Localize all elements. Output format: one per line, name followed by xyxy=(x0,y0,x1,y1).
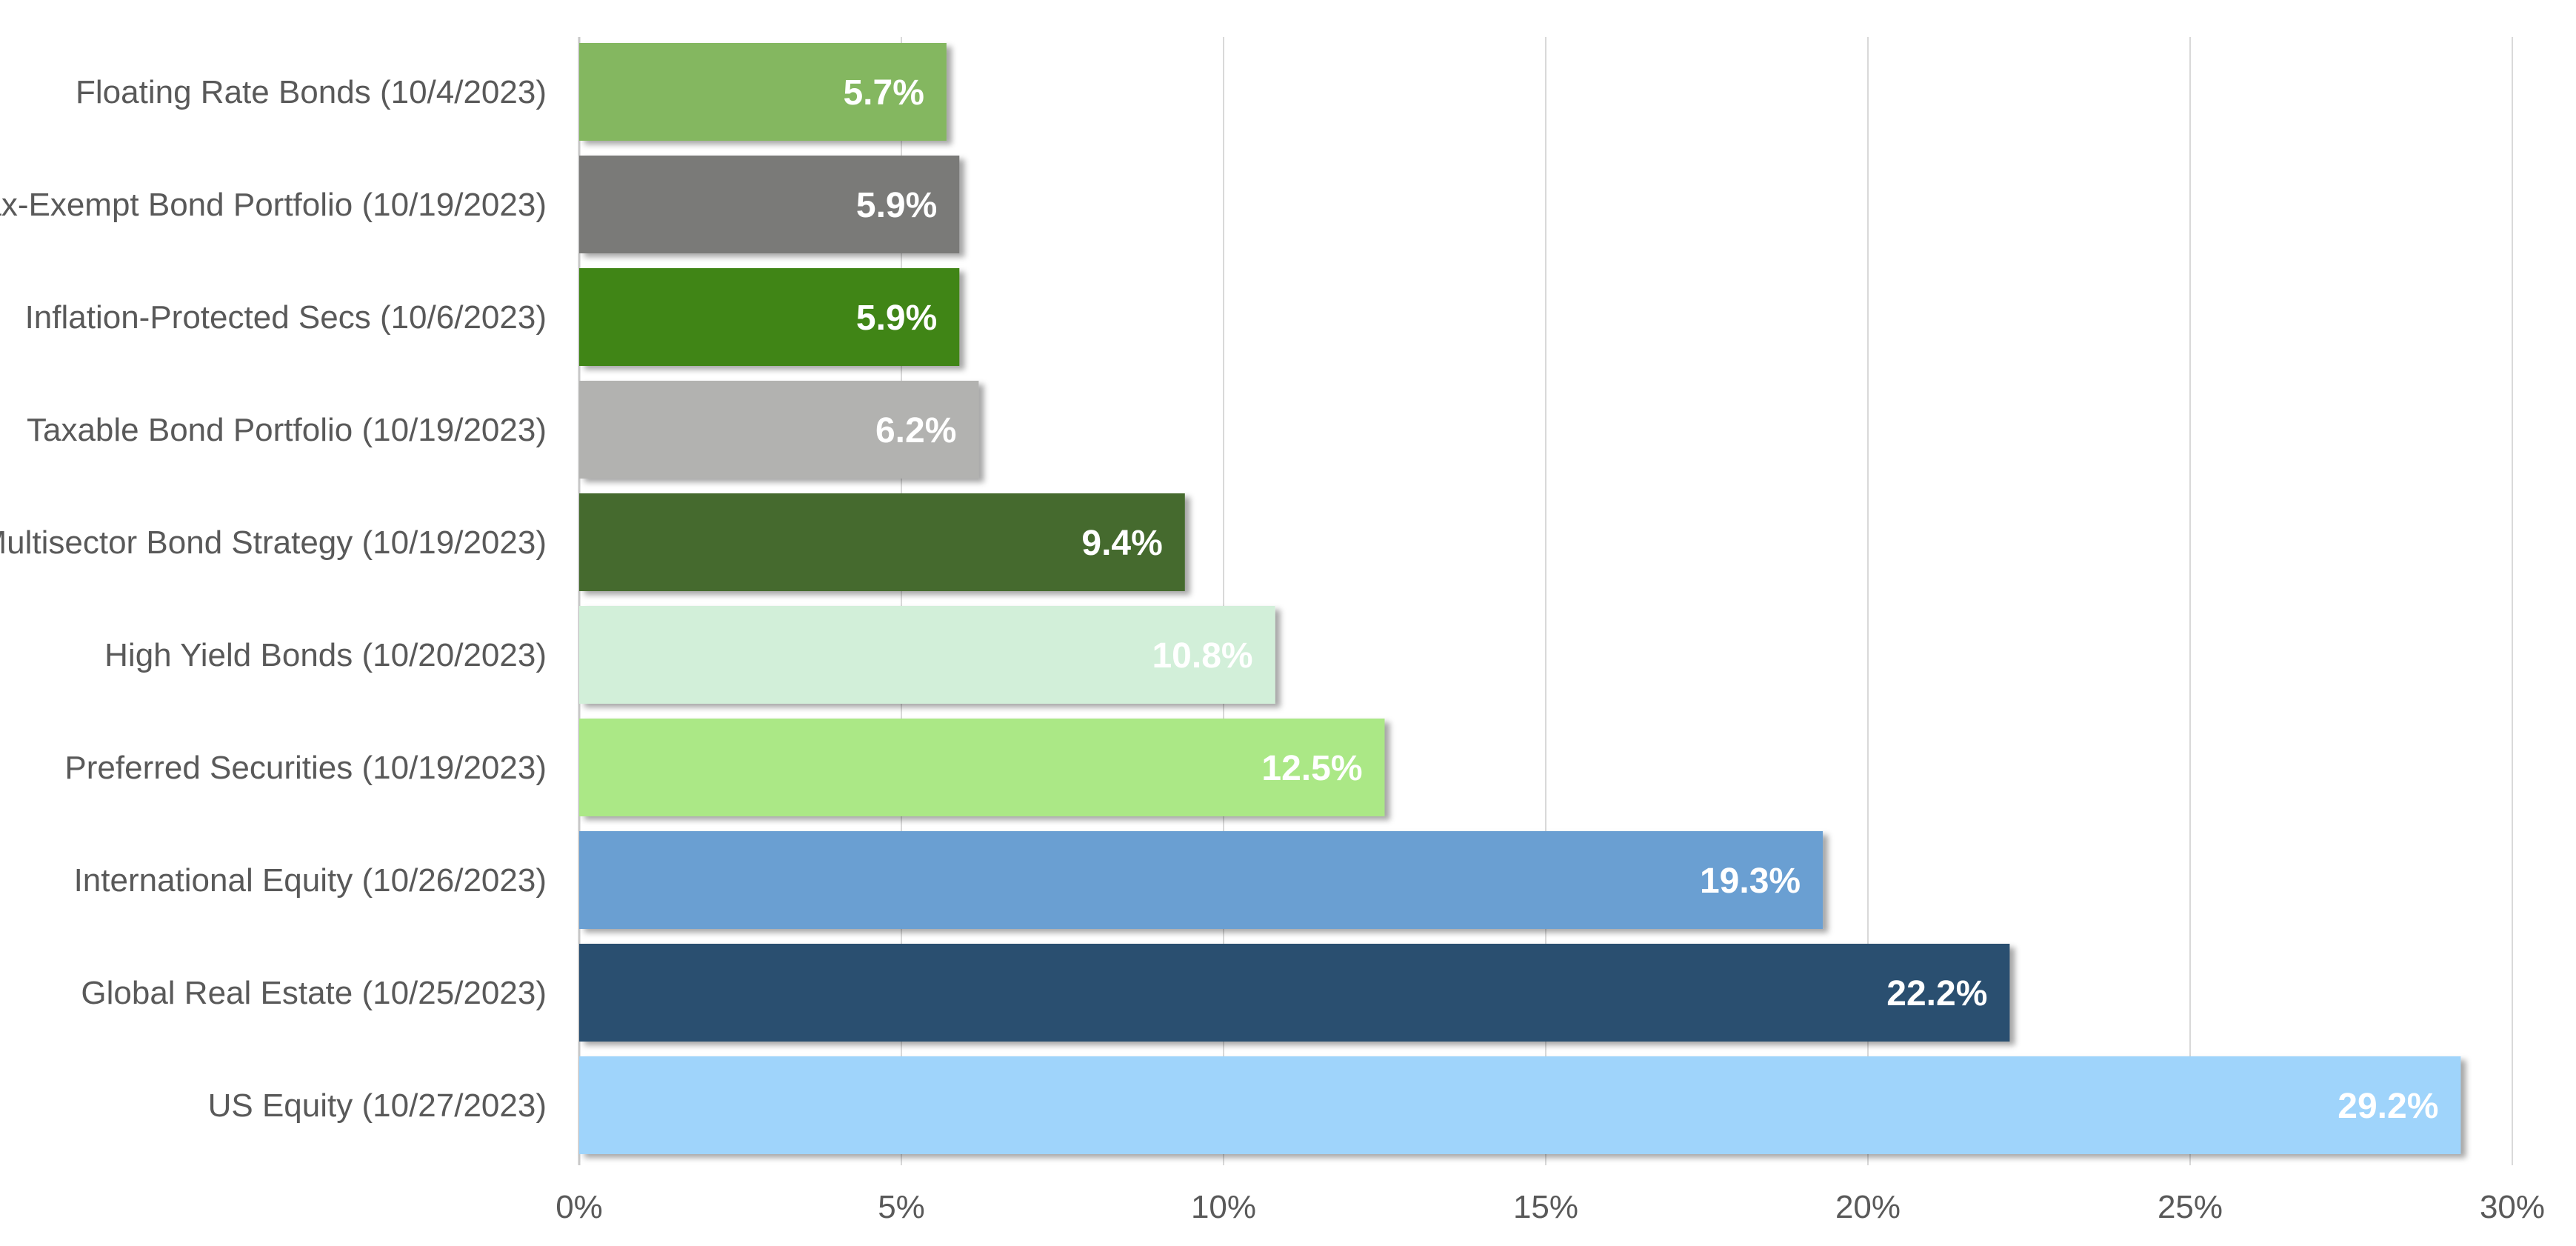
data-label: 22.2% xyxy=(1886,974,1987,1013)
data-label: 29.2% xyxy=(2338,1087,2438,1126)
category-label: Multisector Bond Strategy (10/19/2023) xyxy=(0,524,547,561)
category-label: Global Real Estate (10/25/2023) xyxy=(81,975,547,1011)
data-label: 5.9% xyxy=(856,299,937,338)
category-label: High Yield Bonds (10/20/2023) xyxy=(104,637,547,673)
data-label: 5.9% xyxy=(856,186,937,225)
category-label: Floating Rate Bonds (10/4/2023) xyxy=(76,74,547,110)
data-label: 10.8% xyxy=(1152,636,1252,676)
bar xyxy=(579,381,979,479)
category-label: Preferred Securities (10/19/2023) xyxy=(64,750,547,786)
category-label: Taxable Bond Portfolio (10/19/2023) xyxy=(27,412,547,448)
x-tick-label: 20% xyxy=(1835,1189,1901,1225)
bar xyxy=(579,606,1275,704)
bar xyxy=(579,43,947,141)
category-label: International Equity (10/26/2023) xyxy=(74,862,547,899)
data-label: 5.7% xyxy=(843,73,924,113)
bars: 5.7% 5.9% 5.9% 6.2% 9.4% 10.8% 12.5% 19.3% 22.2%… xyxy=(579,43,2461,1154)
data-label: 12.5% xyxy=(1261,749,1362,788)
x-tick-label: 15% xyxy=(1513,1189,1578,1225)
data-label: 19.3% xyxy=(1700,862,1801,901)
axis-labels: 0% 5% 10% 15% 20% 25% 30% Floating Rate Bonds (… xyxy=(0,74,2545,1225)
category-label: Inflation-Protected Secs (10/6/2023) xyxy=(25,299,547,336)
bar xyxy=(579,831,1823,929)
x-tick-label: 30% xyxy=(2480,1189,2545,1225)
bar xyxy=(579,156,960,253)
x-tick-label: 10% xyxy=(1191,1189,1256,1225)
bar xyxy=(579,719,1385,816)
category-label: Tax-Exempt Bond Portfolio (10/19/2023) xyxy=(0,187,547,223)
x-tick-label: 0% xyxy=(555,1189,603,1225)
x-tick-label: 25% xyxy=(2158,1189,2223,1225)
data-label: 6.2% xyxy=(875,411,956,450)
bar xyxy=(579,944,2010,1042)
bar xyxy=(579,493,1185,591)
bar xyxy=(579,1056,2461,1154)
category-label: US Equity (10/27/2023) xyxy=(208,1087,547,1124)
data-label: 9.4% xyxy=(1081,524,1162,563)
x-tick-label: 5% xyxy=(878,1189,925,1225)
bar xyxy=(579,268,960,366)
